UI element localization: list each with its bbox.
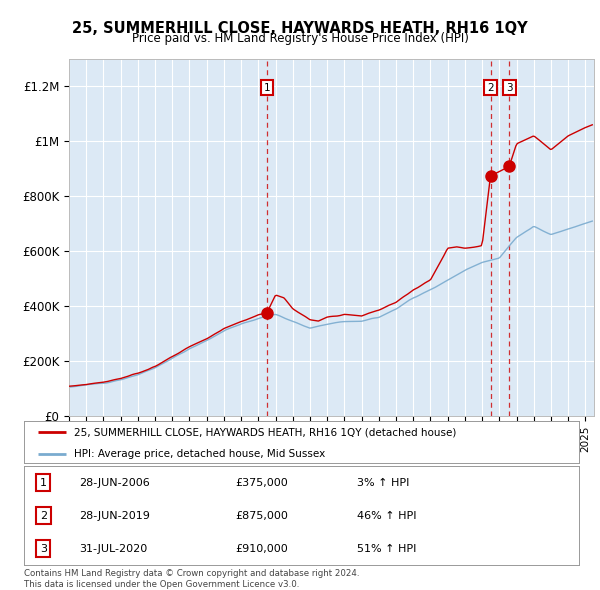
Text: 28-JUN-2006: 28-JUN-2006 [79,478,150,487]
Text: 3: 3 [506,83,512,93]
Text: 2: 2 [40,511,47,520]
Text: £875,000: £875,000 [235,511,288,520]
Text: 28-JUN-2019: 28-JUN-2019 [79,511,151,520]
Text: 25, SUMMERHILL CLOSE, HAYWARDS HEATH, RH16 1QY (detached house): 25, SUMMERHILL CLOSE, HAYWARDS HEATH, RH… [74,427,457,437]
Text: 1: 1 [40,478,47,487]
Text: 3% ↑ HPI: 3% ↑ HPI [357,478,409,487]
Text: 51% ↑ HPI: 51% ↑ HPI [357,544,416,553]
Text: Price paid vs. HM Land Registry's House Price Index (HPI): Price paid vs. HM Land Registry's House … [131,32,469,45]
Text: 25, SUMMERHILL CLOSE, HAYWARDS HEATH, RH16 1QY: 25, SUMMERHILL CLOSE, HAYWARDS HEATH, RH… [72,21,528,35]
Text: 31-JUL-2020: 31-JUL-2020 [79,544,148,553]
Text: HPI: Average price, detached house, Mid Sussex: HPI: Average price, detached house, Mid … [74,449,325,459]
Text: £375,000: £375,000 [235,478,287,487]
Text: Contains HM Land Registry data © Crown copyright and database right 2024.
This d: Contains HM Land Registry data © Crown c… [24,569,359,589]
Text: 1: 1 [263,83,270,93]
Text: 3: 3 [40,544,47,553]
Text: 2: 2 [487,83,494,93]
Text: 46% ↑ HPI: 46% ↑ HPI [357,511,416,520]
Text: £910,000: £910,000 [235,544,287,553]
